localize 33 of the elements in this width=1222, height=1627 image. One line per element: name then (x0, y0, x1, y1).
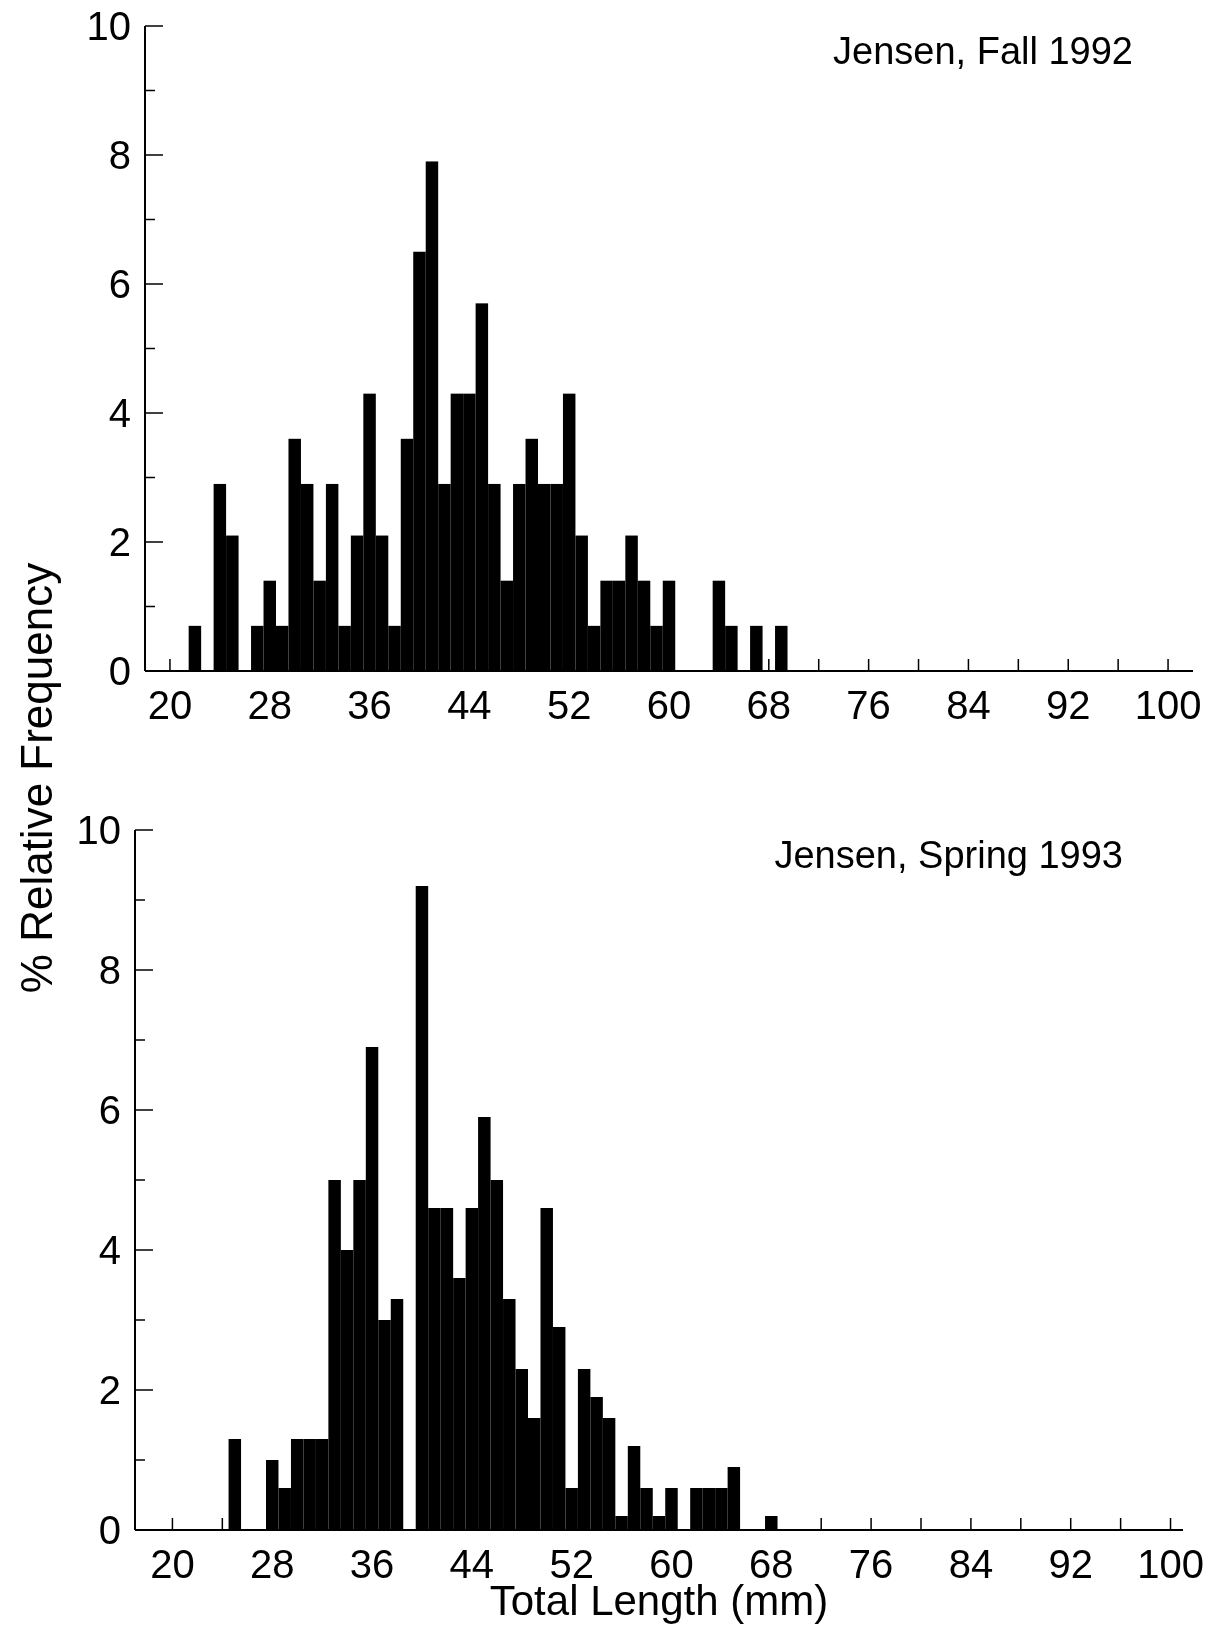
x-tick-label: 36 (347, 683, 392, 727)
y-tick-label: 4 (98, 1228, 121, 1272)
y-tick-label: 4 (108, 391, 131, 435)
x-tick-label: 60 (646, 683, 692, 727)
x-tick-label: 20 (147, 683, 193, 727)
x-tick-label: 84 (948, 1542, 994, 1586)
x-tick-label: 92 (1048, 1542, 1093, 1586)
y-tick-label: 8 (108, 133, 131, 177)
x-tick-label: 44 (447, 683, 492, 727)
x-tick-label: 84 (946, 683, 991, 727)
y-tick-label: 10 (76, 808, 121, 852)
x-tick-label: 36 (349, 1542, 395, 1586)
x-tick-label: 20 (150, 1542, 195, 1586)
chart-title: Jensen, Fall 1992 (833, 30, 1133, 72)
x-tick-label: 76 (846, 683, 891, 727)
chart-title: Jensen, Spring 1993 (774, 834, 1123, 876)
x-tick-label: 68 (746, 683, 792, 727)
y-tick-label: 10 (86, 4, 131, 48)
x-tick-label: 100 (1134, 683, 1202, 727)
y-tick-label: 2 (108, 520, 131, 564)
y-tick-label: 6 (98, 1088, 121, 1132)
y-tick-label: 0 (98, 1508, 121, 1552)
y-axis-title: % Relative Frequency (12, 562, 61, 994)
y-tick-label: 2 (98, 1368, 121, 1412)
x-tick-label: 100 (1137, 1542, 1204, 1586)
x-tick-label: 28 (249, 1542, 295, 1586)
x-tick-label: 28 (247, 683, 293, 727)
y-tick-label: 0 (108, 649, 131, 693)
x-tick-label: 76 (848, 1542, 894, 1586)
y-tick-label: 8 (98, 948, 121, 992)
x-tick-label: 52 (546, 683, 592, 727)
x-tick-label: 92 (1045, 683, 1091, 727)
y-tick-label: 6 (108, 262, 131, 306)
